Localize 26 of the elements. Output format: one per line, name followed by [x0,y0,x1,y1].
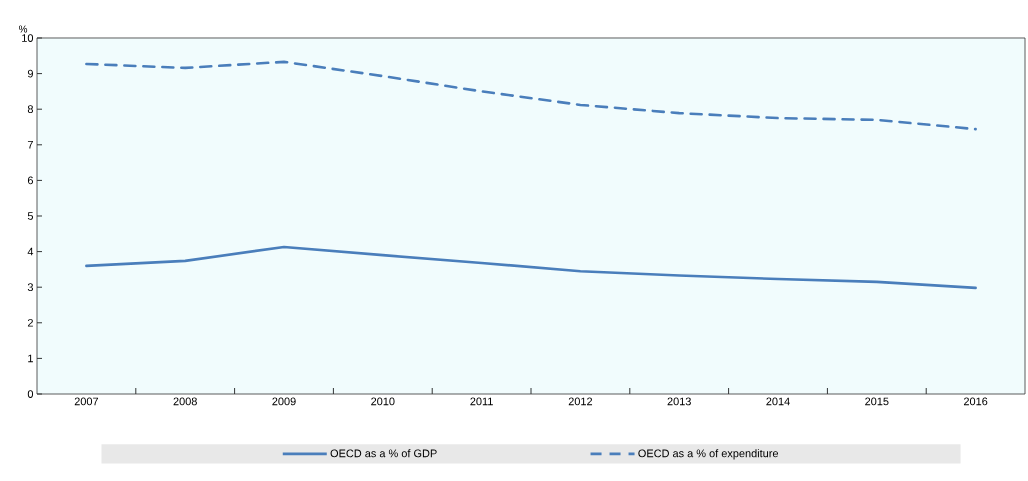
y-tick-label: 0 [27,390,34,398]
x-tick-label: 2015 [865,397,889,406]
y-tick-label: 10 [22,34,34,42]
x-tick-label: 2010 [371,397,395,406]
x-tick-label: 2008 [173,397,197,406]
x-tick-label: 2012 [568,397,593,406]
x-tick-label: 2007 [74,397,99,406]
x-tick-label: 2014 [766,397,790,406]
line-series [85,60,977,131]
legend-label: OECD as a % of GDP [330,449,437,458]
x-tick-label: 2016 [963,397,988,406]
x-tick-label: 2009 [272,397,296,406]
y-tick-label: 3 [27,283,33,292]
y-tick-label: 5 [27,212,34,220]
y-tick-label: 2 [27,318,33,327]
y-tick-label: 1 [28,354,33,363]
y-tick-label: 4 [27,247,34,256]
x-tick-label: 2011 [470,397,493,406]
y-tick-label: 9 [27,69,33,78]
y-axis-title: % [18,25,28,33]
y-tick-label: 6 [27,176,33,185]
legend-label: OECD as a % of expenditure [638,449,779,460]
line-series [85,245,977,290]
x-tick-label: 2013 [667,397,691,406]
y-tick-label: 7 [27,141,33,149]
y-tick-label: 8 [27,105,33,114]
